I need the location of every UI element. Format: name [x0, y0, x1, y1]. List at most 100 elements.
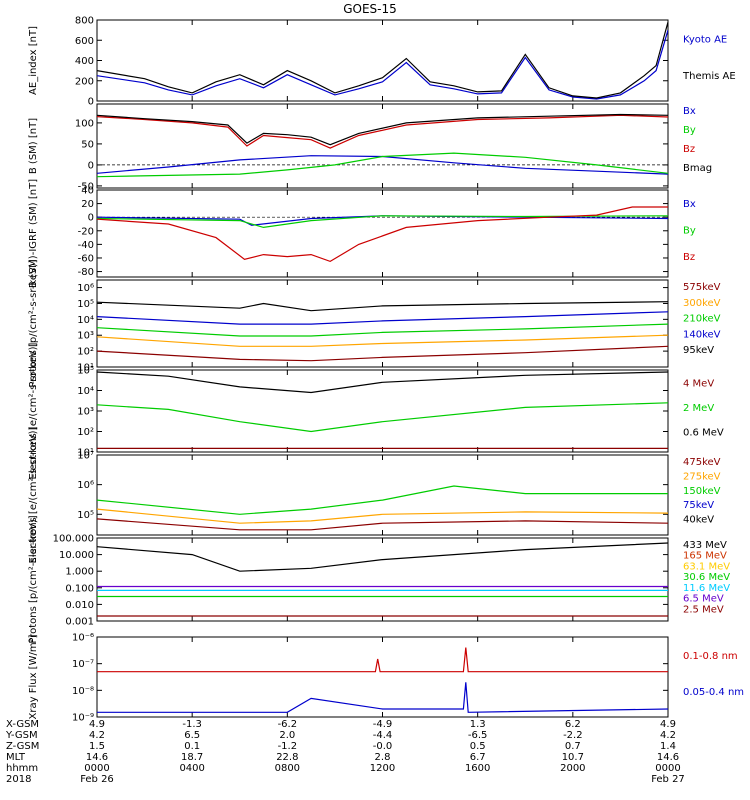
legend-entry: 210keV — [683, 314, 721, 325]
legend-entry: 2 MeV — [683, 403, 714, 414]
series-group — [97, 301, 668, 362]
series-line — [97, 113, 668, 146]
y-tick-label: 10² — [77, 427, 94, 438]
legend-entry: 95keV — [683, 345, 714, 356]
series-line — [97, 206, 668, 263]
legend-entry: Bz — [683, 144, 695, 155]
legend-entry: 0.1-0.8 nm — [683, 651, 738, 662]
table-cell: -1.3 — [182, 719, 202, 730]
y-axis-label: B (SM)-IGRF (SM) [nT] — [28, 179, 39, 288]
panel-1: 0 200 400 600 800 AE_index [nT] Kyoto AE Themis… — [28, 16, 736, 108]
y-tick-label: 200 — [75, 76, 94, 87]
y-axis-label: Electrons [e/(cm²-s-sr-keV)] — [28, 426, 39, 563]
legend-entry: 140keV — [683, 329, 721, 340]
y-tick-label: -80 — [78, 267, 94, 278]
legend-entry: By — [683, 125, 696, 136]
panel-frame — [96, 279, 669, 368]
y-tick-label: 10⁵ — [77, 366, 94, 377]
legend-entry: 75keV — [683, 500, 714, 511]
table-cell: 14.6 — [86, 752, 108, 763]
series-line — [97, 485, 668, 515]
table-row-label: 2018 — [6, 774, 31, 785]
panel-5: 10¹ 10² 10³ 10⁴ 10⁵ Electrons [e/(cm²-s-sr-ke… — [28, 342, 724, 479]
panel-3: -80 -60 -40 -20 0 20 40 B (SM)-IGRF (SM) [nT] Bx… — [28, 179, 696, 288]
y-axis-label: Protons [p/(cm²-s-sr-keV)] — [28, 259, 39, 387]
series-line — [97, 508, 668, 524]
legend-entry: 40keV — [683, 515, 714, 526]
series-line — [97, 215, 668, 226]
y-tick-label: 10.000 — [59, 550, 94, 561]
table-cell: 0.5 — [470, 741, 486, 752]
series-group — [97, 371, 668, 449]
table-cell: 6.5 — [184, 730, 200, 741]
table-cell: 6.7 — [470, 752, 486, 763]
y-axis-label: Electrons [e/(cm²-s-sr-keV)] — [28, 342, 39, 479]
series-line — [97, 152, 668, 178]
table-cell: 0.7 — [565, 741, 581, 752]
table-cell: 0000 — [84, 763, 109, 774]
series-group — [97, 542, 668, 617]
panel-2: -50 0 50 100 B (SM) [nT] Bx By Bz Bmag — [28, 103, 712, 192]
y-tick-label: 10⁻⁸ — [72, 686, 94, 697]
table-cell: -6.5 — [468, 730, 488, 741]
y-tick-label: 10⁻⁹ — [72, 713, 94, 724]
legend-entry: 0.6 MeV — [683, 428, 724, 439]
table-cell: 4.2 — [89, 730, 105, 741]
table-cell: 0400 — [179, 763, 204, 774]
legend-entry: 150keV — [683, 486, 721, 497]
legend-entry: Bmag — [683, 163, 712, 174]
legend-entry: 165 MeV — [683, 551, 727, 562]
legend-entry: 433 MeV — [683, 540, 727, 551]
table-cell: 4.9 — [89, 719, 105, 730]
y-tick-label: 0 — [88, 97, 94, 108]
legend-entry: Themis AE — [682, 71, 736, 82]
panel-frame — [96, 19, 669, 102]
y-tick-label: 10⁵ — [77, 299, 94, 310]
y-tick-label: -60 — [78, 253, 94, 264]
series-line — [97, 542, 668, 572]
table-cell: 2000 — [560, 763, 585, 774]
y-axis-label: Protons [p/(cm²-s-sr-keV)] — [28, 515, 39, 643]
table-cell: 18.7 — [181, 752, 203, 763]
legend-entry: 475keV — [683, 457, 721, 468]
table-cell: 0000 — [655, 763, 680, 774]
y-tick-label: 10¹ — [77, 363, 94, 374]
series-line — [97, 311, 668, 325]
y-tick-label: 10⁻⁷ — [72, 659, 94, 670]
panel-6: 10⁵ 10⁶ 10⁷ Electrons [e/(cm²-s-sr-keV)] 475… — [28, 426, 721, 563]
panel-frame — [96, 189, 669, 278]
table-cell: -2.2 — [563, 730, 583, 741]
legend-entry: Kyoto AE — [683, 34, 727, 45]
table-cell: -4.4 — [373, 730, 393, 741]
series-line — [97, 647, 668, 673]
y-tick-label: 10⁴ — [77, 315, 94, 326]
y-tick-label: 20 — [81, 199, 94, 210]
y-tick-label: 10⁶ — [77, 283, 94, 294]
y-tick-label: 50 — [81, 139, 94, 150]
table-cell: 10.7 — [562, 752, 584, 763]
legend-entry: 300keV — [683, 298, 721, 309]
series-line — [97, 301, 668, 312]
table-cell: -1.2 — [278, 741, 298, 752]
legend-entry: 30.6 MeV — [683, 572, 730, 583]
series-line — [97, 518, 668, 531]
panel-8: 10⁻⁹ 10⁻⁸ 10⁻⁷ 10⁻⁶ Xray Flux [W/m²] 0.1-0.8 … — [28, 633, 744, 724]
table-cell: -4.9 — [373, 719, 393, 730]
series-line — [97, 21, 668, 99]
y-tick-label: -50 — [78, 181, 94, 192]
y-tick-label: 10² — [77, 347, 94, 358]
y-tick-label: 10⁵ — [77, 510, 94, 521]
y-tick-label: 0 — [88, 213, 94, 224]
table-cell: 1200 — [370, 763, 395, 774]
series-group — [97, 485, 668, 531]
legend-entry: 4 MeV — [683, 378, 714, 389]
series-line — [97, 114, 668, 149]
table-cell: 1600 — [465, 763, 490, 774]
table-row-label: MLT — [6, 752, 26, 763]
panel-4: 10¹ 10² 10³ 10⁴ 10⁵ 10⁶ Protons [p/(cm²-s-sr-k… — [28, 259, 721, 387]
legend-entry: Bx — [683, 199, 696, 210]
table-cell: 0.1 — [184, 741, 200, 752]
table-cell: 1.4 — [660, 741, 676, 752]
table-row-label: Z-GSM — [6, 741, 39, 752]
